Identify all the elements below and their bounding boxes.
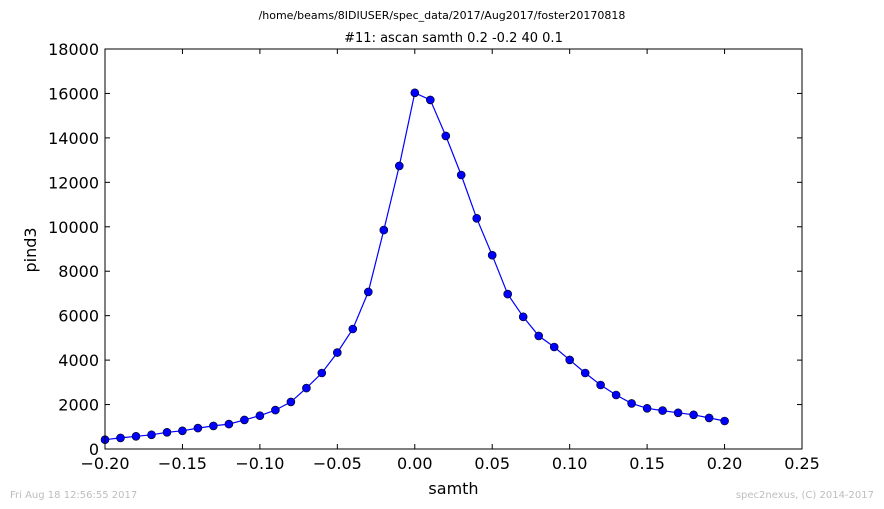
data-point [286, 397, 296, 407]
data-point [224, 419, 234, 429]
y-axis-label: pind3 [21, 227, 40, 272]
x-tick-label: 0.20 [707, 454, 743, 473]
plot-area: −0.20 −0.15 −0.10 −0.05 0.00 0.05 0.10 0.15 0.20… [48, 40, 820, 473]
x-tick-label: 0.10 [552, 454, 588, 473]
y-tick-label: 16000 [48, 84, 99, 103]
data-point [472, 214, 482, 223]
x-tick-label: 0.05 [474, 454, 510, 473]
y-tick-label: 6000 [58, 307, 99, 326]
y-tick-label: 0 [89, 440, 99, 459]
data-point [503, 289, 513, 299]
data-point [580, 368, 590, 378]
data-point [487, 250, 497, 260]
data-point [673, 408, 683, 418]
data-point [534, 331, 544, 341]
data-point [302, 383, 311, 393]
footer-timestamp: Fri Aug 18 12:56:55 2017 [10, 490, 138, 501]
data-point [379, 225, 389, 235]
data-point [394, 161, 404, 171]
y-tick-label: 14000 [48, 129, 99, 148]
x-tick-label: 0.00 [397, 454, 433, 473]
data-point [317, 368, 327, 378]
series-line [104, 91, 725, 441]
data-point [162, 427, 172, 437]
data-point [642, 403, 652, 413]
data-point [363, 287, 373, 297]
y-tick-label: 2000 [58, 396, 99, 415]
data-point [147, 430, 156, 440]
data-point [240, 415, 249, 425]
data-point [518, 312, 528, 322]
data-point [348, 324, 358, 334]
data-point [549, 342, 559, 352]
chart-title: #11: ascan samth 0.2 -0.2 40 0.1 [344, 31, 563, 46]
data-point [441, 131, 451, 141]
x-tick-label: 0.25 [784, 454, 820, 473]
data-point [410, 88, 420, 98]
y-tick-label: 12000 [48, 173, 99, 192]
data-point [596, 380, 605, 390]
data-point [193, 423, 203, 433]
y-tick-label: 10000 [48, 218, 99, 237]
y-tick-label: 8000 [58, 262, 99, 281]
data-point [611, 390, 621, 400]
x-tick-label: −0.05 [313, 454, 362, 473]
data-point [425, 95, 435, 105]
x-axis-label: samth [428, 479, 478, 498]
data-point [658, 406, 667, 415]
chart-suptitle: /home/beams/8IDIUSER/spec_data/2017/Aug2… [259, 9, 626, 22]
data-point [131, 431, 141, 441]
data-point [689, 410, 698, 420]
data-point [209, 421, 218, 431]
y-tick-label: 18000 [48, 40, 99, 59]
data-point [704, 413, 714, 423]
x-tick-label: −0.15 [158, 454, 207, 473]
x-tick-label: 0.15 [629, 454, 665, 473]
data-point [178, 426, 187, 436]
x-tick-label: −0.20 [80, 454, 129, 473]
data-point [720, 416, 729, 426]
data-point [565, 355, 575, 365]
data-point [627, 399, 636, 408]
data-point [332, 348, 342, 357]
axes-frame [104, 48, 803, 450]
data-point [116, 433, 125, 443]
x-tick-label: −0.10 [235, 454, 284, 473]
data-point [456, 170, 466, 180]
data-point [255, 411, 265, 421]
footer-credit: spec2nexus, (C) 2014-2017 [735, 490, 874, 501]
y-tick-label: 4000 [58, 351, 99, 370]
data-point [271, 405, 280, 415]
